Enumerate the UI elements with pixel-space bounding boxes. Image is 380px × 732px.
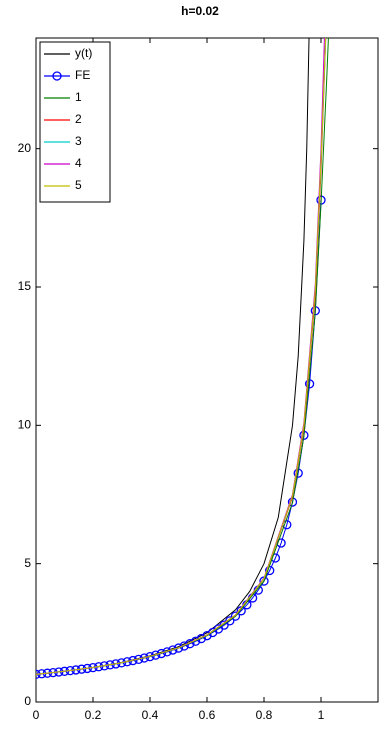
legend-label: 3	[75, 134, 82, 148]
x-tick-label: 0	[33, 708, 40, 722]
point	[122, 657, 132, 667]
point	[196, 633, 206, 644]
point	[173, 643, 184, 653]
legend-label: 4	[75, 156, 82, 170]
legend-label: 2	[75, 112, 82, 126]
point	[185, 639, 195, 649]
y-tick-label: 15	[18, 279, 32, 293]
x-tick-label: 0.8	[256, 708, 273, 722]
x-tick-label: 0.4	[142, 708, 159, 722]
point	[225, 616, 235, 626]
point	[151, 650, 161, 660]
point	[168, 645, 178, 655]
legend-label: 5	[75, 178, 82, 192]
point	[230, 611, 241, 621]
y-tick-label: 10	[18, 418, 32, 432]
legend-label: y(t)	[75, 46, 92, 60]
chart-title: h=0.02	[181, 4, 219, 18]
y-tick-label: 20	[18, 141, 32, 155]
point	[276, 538, 286, 548]
point	[304, 379, 315, 389]
legend-marker	[52, 71, 62, 81]
series-line	[36, 38, 327, 675]
x-tick-label: 0.6	[199, 708, 216, 722]
x-tick-label: 0.2	[85, 708, 102, 722]
y-tick-label: 0	[24, 694, 31, 708]
y-tick-label: 5	[24, 556, 31, 570]
legend-box	[39, 41, 111, 203]
point	[179, 641, 189, 651]
legend-label: FE	[75, 68, 90, 82]
plot-area	[36, 38, 329, 679]
point	[145, 651, 155, 662]
legend-label: 1	[75, 90, 82, 104]
x-tick-label: 1	[318, 708, 325, 722]
